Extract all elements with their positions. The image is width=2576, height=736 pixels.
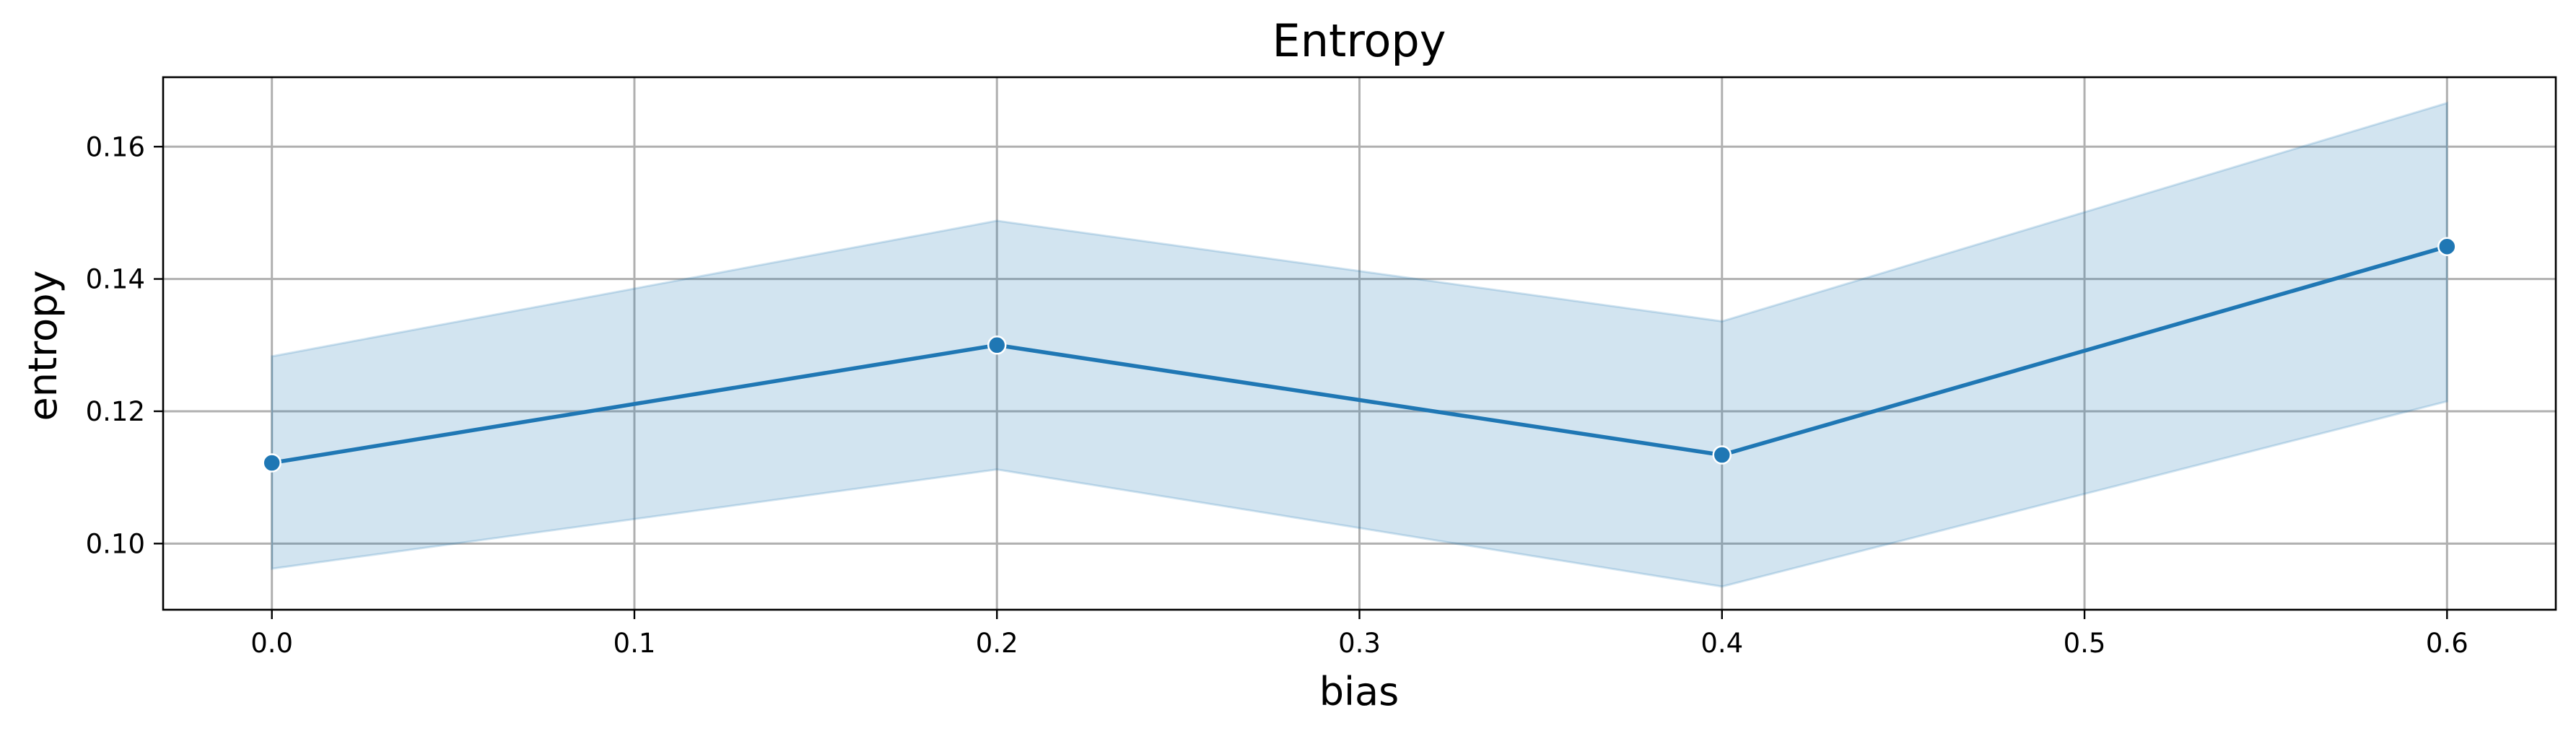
x-tick-label: 0.6 [2426,628,2468,659]
grid [163,77,2556,610]
tick-layer: 0.0 0.1 0.2 0.3 0.4 0.5 0.6 0.10 0.12 0.14 0.16 [86,131,2468,659]
x-tick-label: 0.4 [1700,628,1743,659]
y-tick-label: 0.12 [86,396,145,427]
y-tick-label: 0.14 [86,264,145,295]
x-tick-label: 0.5 [2064,628,2106,659]
x-tick-label: 0.3 [1338,628,1381,659]
x-tick-label: 0.0 [250,628,293,659]
data-point [262,453,281,473]
x-tick-label: 0.1 [614,628,656,659]
series-line [269,244,2450,465]
confidence-band-layer [271,101,2448,588]
marker-layer [262,237,2457,473]
series-line-layer [269,244,2450,465]
y-axis-label: entropy [20,271,66,421]
chart-title: Entropy [1272,14,1446,67]
data-point [987,336,1007,355]
data-point [2437,237,2457,256]
y-tick-label: 0.10 [86,528,145,559]
data-point [1712,445,1732,465]
y-tick-label: 0.16 [86,131,145,162]
x-tick-label: 0.2 [976,628,1018,659]
x-axis-label: bias [1319,669,1400,714]
confidence-band [271,101,2448,588]
